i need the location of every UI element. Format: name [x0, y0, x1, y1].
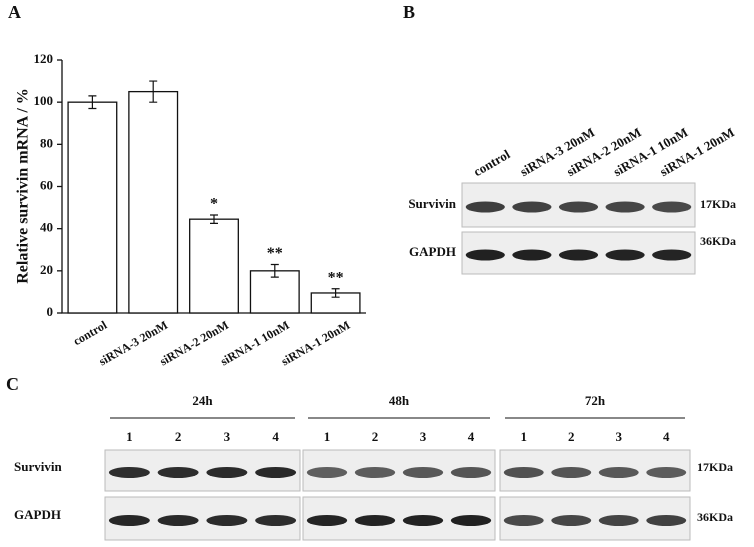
lane-label: 2 — [568, 429, 575, 444]
error-bar — [149, 80, 158, 103]
lane-label: 1 — [324, 429, 331, 444]
lane-label: 2 — [175, 429, 182, 444]
x-tick-label: siRNA-1 20nM — [279, 318, 353, 369]
panel-label: B — [403, 2, 415, 22]
y-tick-label: 20 — [40, 262, 53, 277]
band — [255, 515, 297, 526]
band — [558, 201, 599, 213]
band — [652, 249, 692, 261]
bar — [128, 90, 179, 314]
lane-label: 4 — [468, 429, 475, 444]
band — [551, 467, 592, 478]
group-label: 72h — [585, 393, 606, 408]
lane-label: 4 — [663, 429, 670, 444]
lane-label: 3 — [224, 429, 231, 444]
lane-label: 3 — [616, 429, 623, 444]
x-tick-label: control — [71, 318, 110, 349]
band — [598, 515, 639, 526]
band — [402, 515, 444, 526]
y-tick-label: 120 — [34, 51, 54, 66]
band — [354, 515, 396, 526]
group-label: 48h — [389, 393, 410, 408]
lane-label: 4 — [272, 429, 279, 444]
y-tick-label: 100 — [34, 93, 54, 108]
lane-label: 3 — [420, 429, 427, 444]
band — [646, 515, 687, 526]
bar — [249, 270, 300, 314]
y-tick-label: 60 — [40, 177, 53, 192]
significance-mark: ** — [267, 245, 283, 262]
band — [402, 467, 444, 478]
band — [652, 201, 692, 213]
band — [206, 467, 248, 478]
row-label: GAPDH — [14, 507, 61, 522]
band — [157, 515, 199, 526]
band — [354, 467, 396, 478]
band — [503, 515, 544, 526]
band — [646, 467, 687, 478]
band — [255, 467, 297, 478]
y-tick-label: 40 — [40, 220, 53, 235]
band — [306, 467, 348, 478]
band — [450, 515, 492, 526]
y-tick-label: 80 — [40, 135, 53, 150]
error-bar — [270, 263, 279, 278]
error-bar — [331, 288, 340, 298]
band — [465, 201, 505, 213]
row-label: GAPDH — [409, 244, 456, 259]
band — [558, 249, 599, 261]
lane-label: 1 — [126, 429, 133, 444]
band — [551, 515, 592, 526]
band — [512, 249, 552, 261]
lane-label: 1 — [521, 429, 528, 444]
lane-label: control — [471, 146, 513, 179]
band — [157, 467, 199, 478]
band — [450, 467, 492, 478]
row-label: Survivin — [14, 459, 62, 474]
lane-label: 2 — [372, 429, 379, 444]
error-bar — [210, 214, 218, 224]
panel-label: C — [6, 374, 19, 394]
band — [465, 249, 505, 261]
bar — [189, 218, 239, 314]
size-label: 17KDa — [700, 197, 736, 211]
band — [108, 467, 150, 478]
size-label: 36KDa — [700, 234, 736, 248]
error-bar — [88, 95, 97, 110]
band — [206, 515, 248, 526]
significance-mark: ** — [328, 269, 344, 286]
band — [503, 467, 544, 478]
band — [605, 201, 645, 213]
panel-label: A — [8, 2, 21, 22]
size-label: 36KDa — [697, 510, 733, 524]
band — [605, 249, 645, 261]
band — [512, 201, 552, 213]
band — [598, 467, 639, 478]
bar — [67, 101, 118, 314]
y-axis-label: Relative survivin mRNA / % — [15, 88, 32, 284]
size-label: 17KDa — [697, 460, 733, 474]
group-label: 24h — [192, 393, 213, 408]
band — [108, 515, 150, 526]
significance-mark: * — [210, 196, 218, 213]
band — [306, 515, 348, 526]
y-tick-label: 0 — [47, 304, 54, 319]
row-label: Survivin — [408, 196, 456, 211]
